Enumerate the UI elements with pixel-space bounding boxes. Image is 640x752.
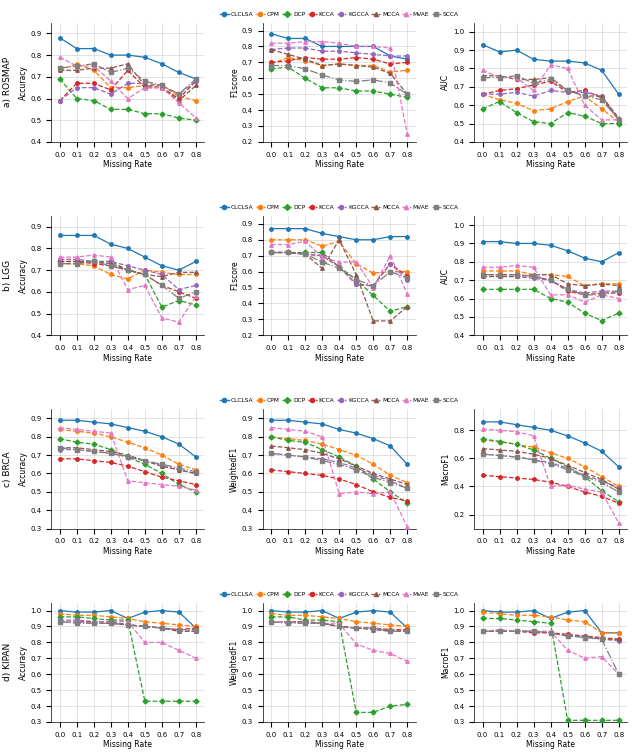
Y-axis label: Accuracy: Accuracy bbox=[19, 258, 28, 293]
Text: b) LGG: b) LGG bbox=[3, 260, 12, 291]
Y-axis label: AUC: AUC bbox=[441, 268, 451, 284]
X-axis label: Missing Rate: Missing Rate bbox=[103, 160, 152, 169]
Y-axis label: AUC: AUC bbox=[441, 74, 451, 90]
Y-axis label: MacroF1: MacroF1 bbox=[441, 453, 451, 485]
X-axis label: Missing Rate: Missing Rate bbox=[526, 160, 575, 169]
Legend: CLCLSA, CPM, DCP, KCCA, KGCCA, MCCA, MVAE, SCCA: CLCLSA, CPM, DCP, KCCA, KGCCA, MCCA, MVA… bbox=[219, 11, 460, 17]
Y-axis label: WeightedF1: WeightedF1 bbox=[230, 446, 239, 492]
X-axis label: Missing Rate: Missing Rate bbox=[103, 353, 152, 362]
Y-axis label: Accuracy: Accuracy bbox=[19, 451, 28, 487]
X-axis label: Missing Rate: Missing Rate bbox=[103, 547, 152, 556]
Y-axis label: Accuracy: Accuracy bbox=[19, 644, 28, 680]
Y-axis label: F1score: F1score bbox=[230, 68, 239, 97]
X-axis label: Missing Rate: Missing Rate bbox=[526, 547, 575, 556]
Legend: CLCLSA, CPM, DCP, KCCA, KGCCA, MCCA, MVAE, SCCA: CLCLSA, CPM, DCP, KCCA, KGCCA, MCCA, MVA… bbox=[219, 398, 460, 404]
X-axis label: Missing Rate: Missing Rate bbox=[315, 353, 364, 362]
X-axis label: Missing Rate: Missing Rate bbox=[315, 741, 364, 750]
Text: c) BRCA: c) BRCA bbox=[3, 451, 12, 487]
X-axis label: Missing Rate: Missing Rate bbox=[526, 741, 575, 750]
X-axis label: Missing Rate: Missing Rate bbox=[315, 160, 364, 169]
X-axis label: Missing Rate: Missing Rate bbox=[315, 547, 364, 556]
Y-axis label: F1score: F1score bbox=[230, 261, 239, 290]
Y-axis label: Accuracy: Accuracy bbox=[19, 65, 28, 100]
Y-axis label: WeightedF1: WeightedF1 bbox=[230, 639, 239, 685]
X-axis label: Missing Rate: Missing Rate bbox=[526, 353, 575, 362]
Text: a) ROSMAP: a) ROSMAP bbox=[3, 57, 12, 108]
Y-axis label: MacroF1: MacroF1 bbox=[441, 646, 451, 678]
Text: d) KIPAN: d) KIPAN bbox=[3, 643, 12, 681]
Legend: CLCLSA, CPM, DCP, KCCA, KGCCA, MCCA, MVAE, SCCA: CLCLSA, CPM, DCP, KCCA, KGCCA, MCCA, MVA… bbox=[219, 591, 460, 597]
X-axis label: Missing Rate: Missing Rate bbox=[103, 741, 152, 750]
Legend: CLCLSA, CPM, DCP, KCCA, KGCCA, MCCA, MVAE, SCCA: CLCLSA, CPM, DCP, KCCA, KGCCA, MCCA, MVA… bbox=[219, 205, 460, 211]
